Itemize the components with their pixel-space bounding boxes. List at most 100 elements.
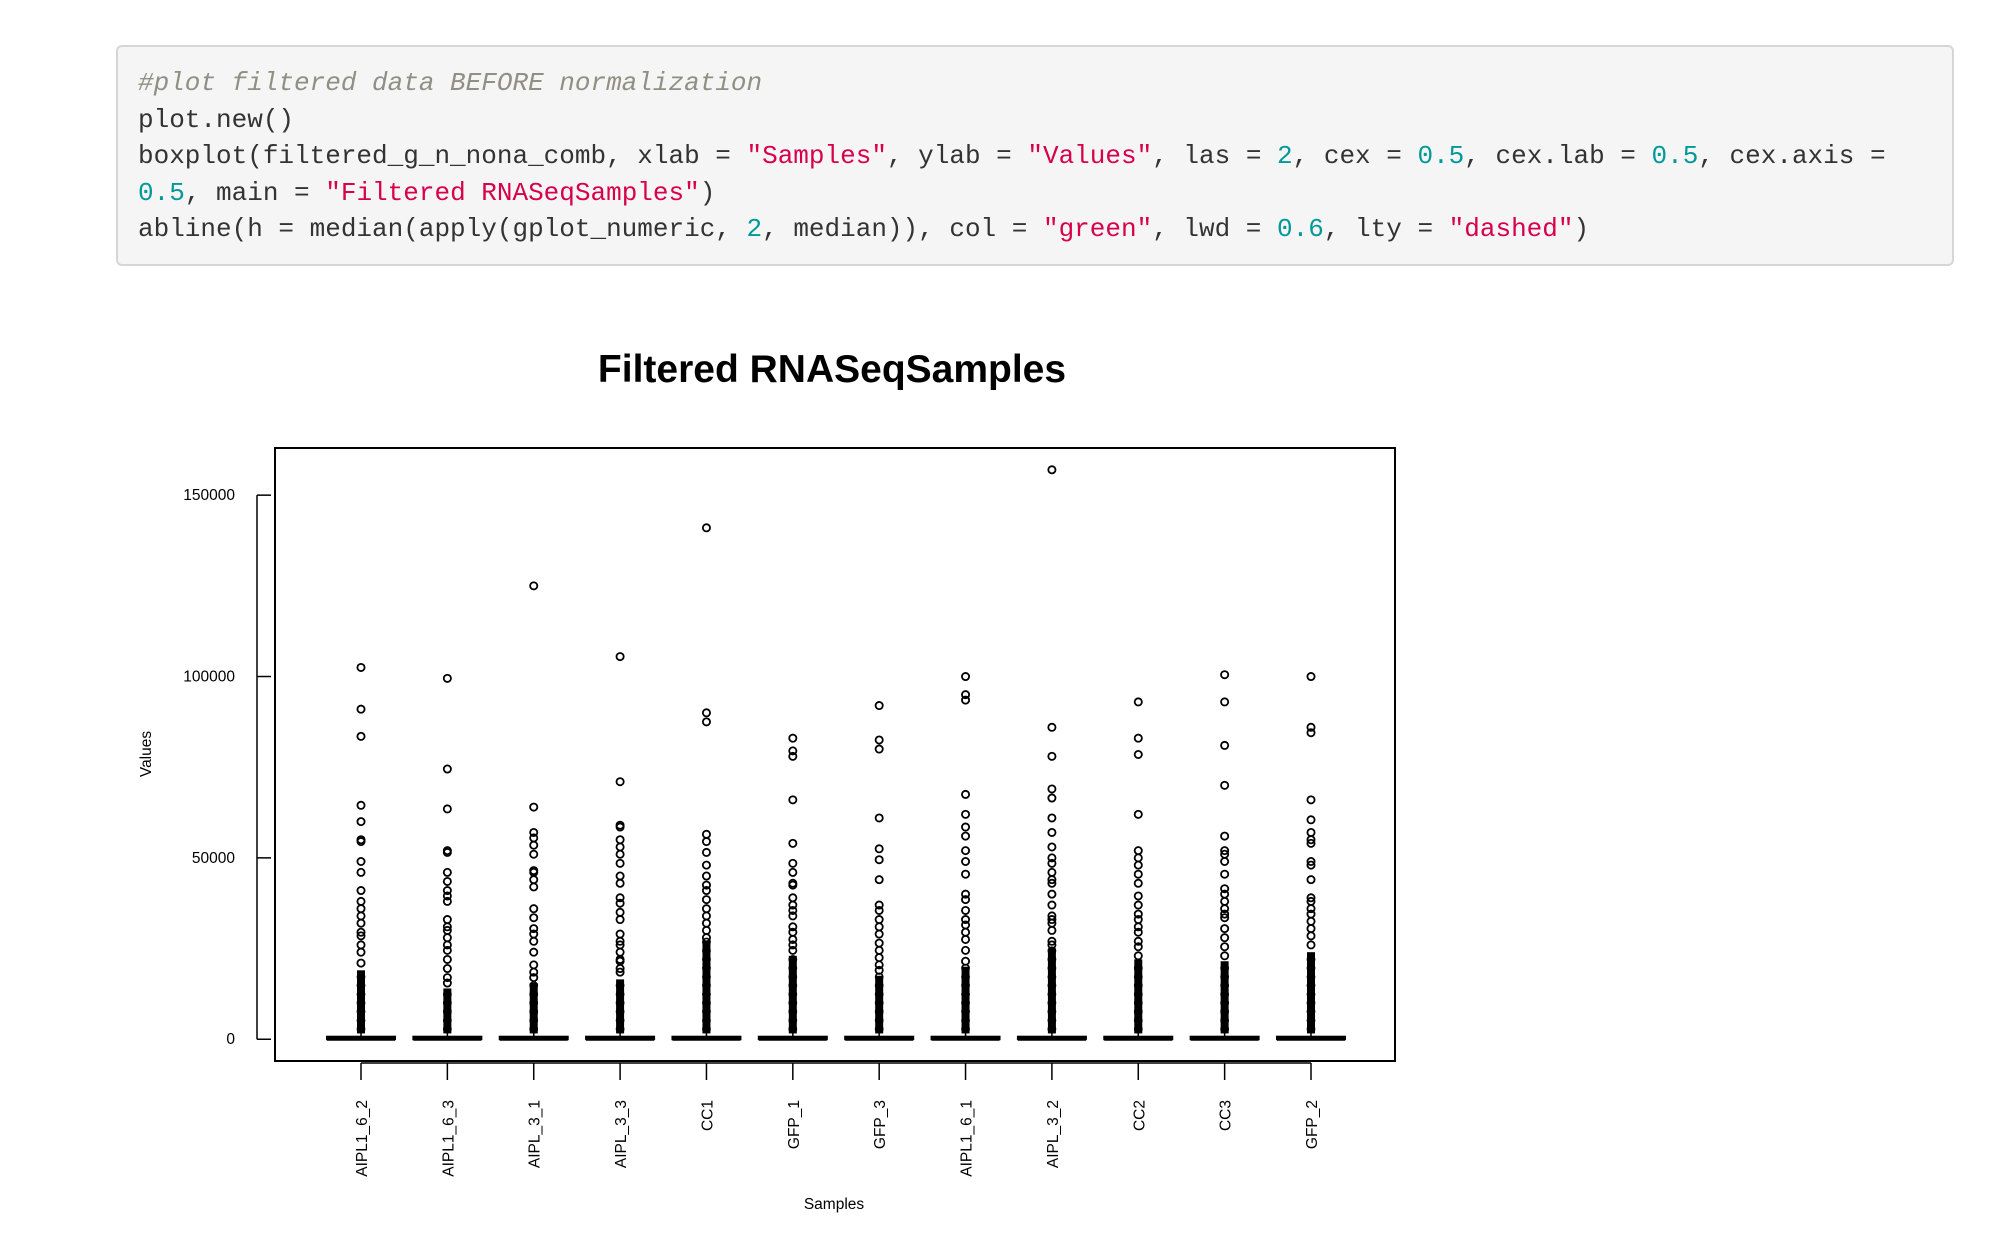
outlier-point	[874, 929, 884, 939]
outlier-point	[1133, 989, 1143, 999]
outlier-point	[788, 733, 798, 743]
code-token-string: "green"	[1042, 214, 1153, 244]
outlier-point	[961, 972, 970, 982]
outlier-point	[1306, 815, 1316, 825]
outlier-point	[529, 960, 539, 970]
outlier-point	[529, 967, 539, 977]
outlier-point	[788, 998, 798, 1008]
outlier-point	[356, 886, 366, 896]
outlier-point	[356, 904, 366, 914]
code-token-number: 0.5	[138, 177, 185, 208]
outlier-point	[529, 924, 539, 934]
outlier-point	[442, 978, 452, 988]
outlier-point	[1047, 1015, 1057, 1025]
outlier-point	[874, 855, 884, 865]
code-token-comment: #plot filtered data BEFORE normalization	[138, 68, 763, 98]
outlier-point	[1133, 963, 1143, 973]
code-token-number: 2	[1277, 141, 1293, 171]
outlier-point	[1306, 1015, 1316, 1025]
outlier-point	[788, 972, 798, 982]
outlier-point	[529, 827, 539, 837]
outlier-point	[1306, 838, 1316, 848]
outlier-point	[701, 708, 711, 718]
outlier-point	[442, 886, 452, 896]
outlier-point	[529, 973, 539, 983]
outlier-point	[1220, 1015, 1230, 1025]
code-token-plain: boxplot(filtered_g_n_nona_comb, xlab =	[138, 141, 747, 171]
outlier-point	[1306, 955, 1316, 964]
outlier-point	[1133, 909, 1143, 919]
outlier-point	[1220, 846, 1230, 856]
outlier-point	[702, 963, 711, 973]
outlier-point	[615, 964, 625, 974]
code-token-plain: , lwd =	[1152, 214, 1278, 244]
outlier-point	[874, 900, 884, 910]
outlier-point	[788, 1024, 798, 1034]
outlier-point	[874, 1015, 884, 1025]
outlier-point	[1133, 1015, 1143, 1025]
outlier-point	[1220, 857, 1230, 867]
outlier-point	[1220, 869, 1230, 879]
outlier-point	[702, 972, 711, 982]
outlier-point	[1306, 981, 1316, 990]
outlier-point	[1220, 989, 1230, 999]
outlier-point	[1220, 831, 1230, 841]
outlier-point	[874, 998, 884, 1008]
outlier-point	[529, 802, 539, 812]
outlier-point	[356, 896, 366, 906]
code-token-number: 2	[746, 214, 763, 244]
outlier-point	[529, 882, 539, 892]
outlier-point	[874, 744, 884, 754]
outlier-point	[442, 945, 452, 955]
box-group-AIPL1_6_2	[326, 662, 396, 1041]
x-axis-label: Samples	[804, 1196, 865, 1213]
outlier-point	[442, 896, 452, 906]
outlier-point	[1306, 940, 1316, 950]
outlier-point	[442, 891, 452, 901]
y-tick-label: 0	[226, 1031, 235, 1048]
x-tick-label: CC3	[1218, 1100, 1235, 1131]
outlier-point	[1220, 884, 1230, 894]
outlier-point	[874, 905, 884, 915]
outlier-point	[701, 904, 711, 914]
outlier-point	[529, 581, 539, 591]
y-tick-label: 100000	[183, 669, 235, 686]
outlier-point	[788, 900, 798, 910]
outlier-point	[701, 925, 711, 935]
outlier-point	[1133, 853, 1143, 863]
outlier-point	[1133, 860, 1143, 870]
dense-outliers	[443, 988, 452, 1034]
box-group-AIPL_3_1	[498, 581, 569, 1041]
outlier-point	[961, 981, 970, 990]
code-token-plain: , lty =	[1323, 214, 1449, 244]
outlier-point	[1047, 981, 1057, 990]
outlier-point	[1220, 942, 1230, 952]
outlier-point	[788, 981, 798, 990]
outlier-point	[702, 1015, 711, 1025]
outlier-point	[1306, 893, 1316, 903]
outlier-point	[1133, 869, 1143, 879]
outlier-point	[1220, 896, 1230, 906]
outlier-point	[1047, 940, 1057, 950]
outlier-point	[961, 1015, 970, 1025]
outlier-point	[1220, 924, 1230, 934]
outlier-point	[701, 886, 711, 896]
outlier-point	[1047, 878, 1057, 888]
outlier-point	[529, 913, 539, 923]
outlier-point	[1133, 900, 1143, 910]
outlier-point	[788, 1007, 798, 1017]
outlier-point	[701, 860, 711, 870]
boxes	[326, 465, 1346, 1041]
code-token-string: "Values"	[1027, 141, 1153, 171]
outlier-point	[961, 690, 971, 700]
outlier-point	[615, 777, 625, 787]
outlier-point	[701, 837, 711, 847]
outlier-point	[701, 880, 711, 890]
outlier-point	[1047, 989, 1057, 999]
outlier-point	[1047, 889, 1057, 899]
box-group-GFP_3	[844, 701, 915, 1041]
outlier-point	[701, 895, 711, 905]
outlier-point	[442, 998, 452, 1008]
outlier-point	[1047, 1024, 1057, 1034]
outlier-point	[356, 927, 366, 937]
